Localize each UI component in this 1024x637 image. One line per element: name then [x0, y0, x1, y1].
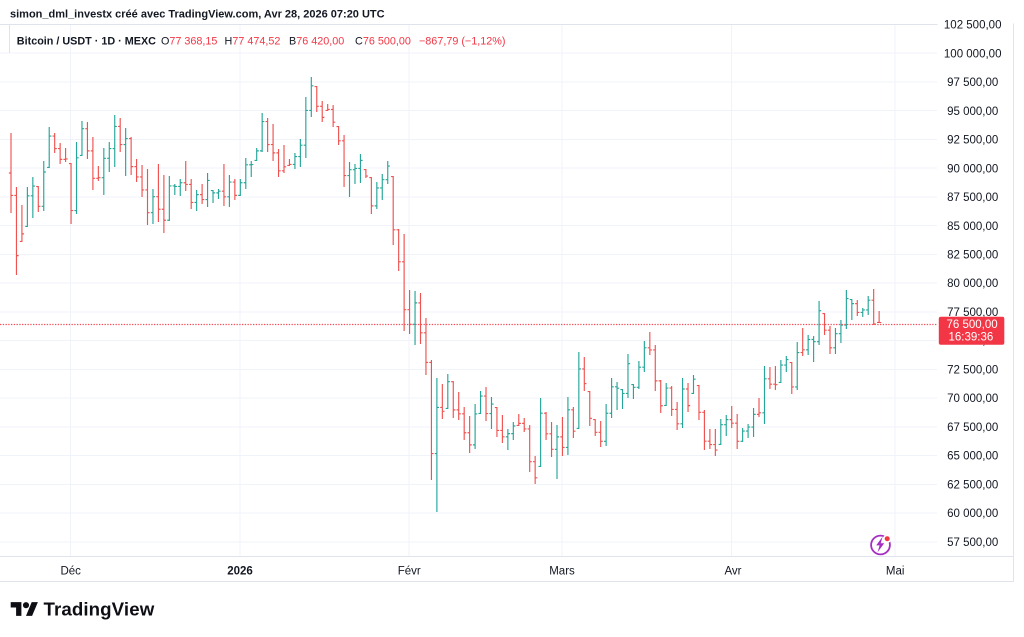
svg-text:57 500,00: 57 500,00: [947, 537, 998, 549]
svg-text:H77 474,52: H77 474,52: [225, 35, 281, 47]
svg-text:80 000,00: 80 000,00: [947, 278, 998, 290]
svg-text:Déc: Déc: [60, 566, 81, 578]
svg-text:85 000,00: 85 000,00: [947, 221, 998, 233]
svg-text:Mai: Mai: [886, 566, 905, 578]
svg-text:97 500,00: 97 500,00: [947, 77, 998, 89]
svg-text:95 000,00: 95 000,00: [947, 106, 998, 118]
svg-text:60 000,00: 60 000,00: [947, 508, 998, 520]
svg-text:92 500,00: 92 500,00: [947, 135, 998, 147]
svg-text:16:39:36: 16:39:36: [949, 332, 994, 344]
svg-text:TradingView: TradingView: [44, 599, 155, 620]
svg-text:C76 500,00: C76 500,00: [355, 35, 411, 47]
svg-text:67 500,00: 67 500,00: [947, 422, 998, 434]
svg-text:87 500,00: 87 500,00: [947, 192, 998, 204]
svg-text:90 000,00: 90 000,00: [947, 163, 998, 175]
svg-text:−867,79 (−1,12%): −867,79 (−1,12%): [419, 35, 505, 47]
svg-text:102 500,00: 102 500,00: [944, 20, 1002, 32]
svg-text:76 500,00: 76 500,00: [947, 319, 998, 331]
svg-text:62 500,00: 62 500,00: [947, 479, 998, 491]
svg-text:2026: 2026: [227, 566, 253, 578]
svg-text:O77 368,15: O77 368,15: [161, 35, 217, 47]
svg-text:82 500,00: 82 500,00: [947, 250, 998, 262]
svg-text:Avr: Avr: [724, 566, 741, 578]
svg-text:70 000,00: 70 000,00: [947, 393, 998, 405]
svg-text:Févr: Févr: [398, 566, 421, 578]
svg-text:72 500,00: 72 500,00: [947, 365, 998, 377]
svg-text:65 000,00: 65 000,00: [947, 451, 998, 463]
svg-text:simon_dml_investx créé avec Tr: simon_dml_investx créé avec TradingView.…: [10, 9, 385, 21]
svg-text:100 000,00: 100 000,00: [944, 48, 1002, 60]
svg-text:Bitcoin / USDT · 1D · MEXC: Bitcoin / USDT · 1D · MEXC: [17, 35, 156, 47]
svg-text:77 500,00: 77 500,00: [947, 307, 998, 319]
svg-text:Mars: Mars: [549, 566, 575, 578]
svg-text:B76 420,00: B76 420,00: [289, 35, 344, 47]
